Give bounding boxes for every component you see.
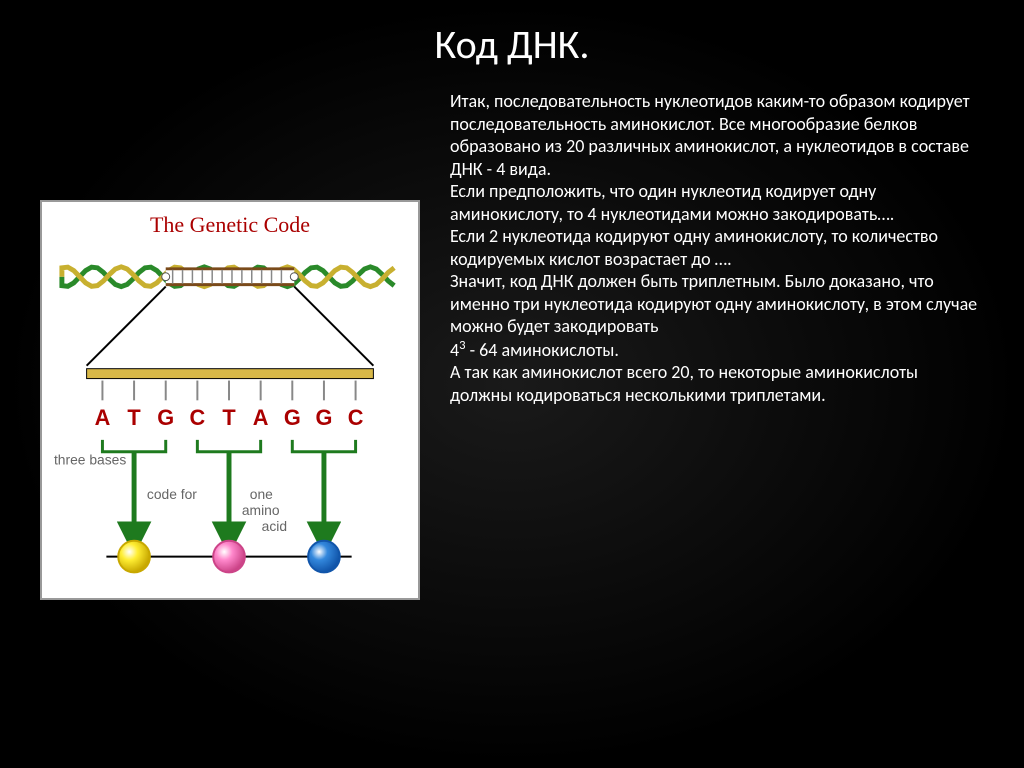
paragraph: Если предположить, что один нуклеотид ко… (450, 180, 984, 225)
diagram-title: The Genetic Code (52, 212, 408, 238)
body-text: Итак, последовательность нуклеотидов как… (450, 90, 984, 600)
slide-title: Код ДНК. (0, 20, 1024, 69)
svg-text:A: A (253, 405, 269, 430)
svg-text:code for: code for (147, 486, 197, 502)
svg-text:G: G (284, 405, 301, 430)
paragraph: Итак, последовательность нуклеотидов как… (450, 90, 984, 180)
svg-text:one: one (250, 486, 273, 502)
svg-text:T: T (222, 405, 236, 430)
svg-text:A: A (95, 405, 111, 430)
paragraph: Если 2 нуклеотида кодируют одну аминокис… (450, 225, 984, 270)
paragraph: А так как аминокислот всего 20, то некот… (450, 361, 984, 406)
svg-text:three bases: three bases (54, 452, 126, 468)
svg-text:G: G (315, 405, 332, 430)
paragraph: 43 - 64 аминокислоты. (450, 338, 984, 362)
content-row: The Genetic Code ATGCTAGGCthree basescod… (40, 90, 984, 600)
diagram-svg: ATGCTAGGCthree basescode foroneaminoacid (52, 252, 408, 588)
svg-text:amino: amino (242, 502, 280, 518)
svg-text:acid: acid (262, 518, 287, 534)
svg-text:C: C (348, 405, 364, 430)
genetic-code-diagram: The Genetic Code ATGCTAGGCthree basescod… (40, 200, 420, 600)
svg-text:T: T (127, 405, 141, 430)
svg-text:G: G (157, 405, 174, 430)
svg-text:C: C (190, 405, 206, 430)
slide: Код ДНК. The Genetic Code ATGCTAGGCthree… (0, 0, 1024, 768)
paragraph: Значит, код ДНК должен быть триплетным. … (450, 270, 984, 338)
